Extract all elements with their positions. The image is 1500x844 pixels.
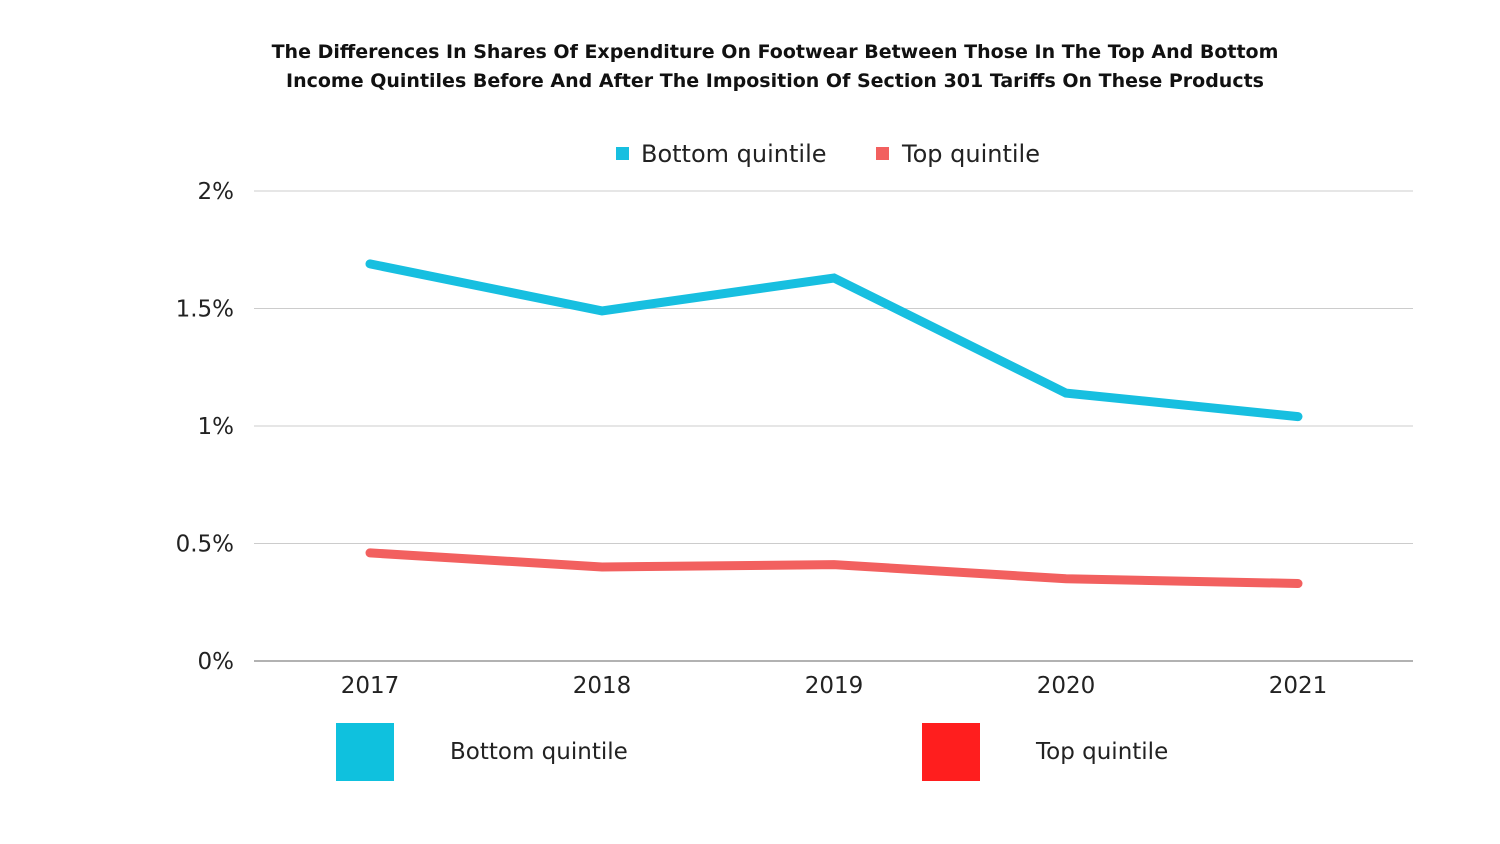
legend-swatch-bottom-quintile [616,147,629,160]
legend-bottom-item-bottom-quintile: Bottom quintile [336,722,628,782]
legend-label-top-quintile: Top quintile [901,140,1040,168]
chart-title-line-1: The Differences In Shares Of Expenditure… [271,41,1279,63]
gridlines [254,190,1413,662]
y-tick-label: 1% [198,414,235,440]
y-axis-ticks: 0% 0.5% 1% 1.5% 2% [176,179,234,675]
y-tick-label: 1.5% [176,297,234,323]
legend-bottom-label-top-quintile: Top quintile [1036,739,1169,765]
legend-bottom-swatch-top-quintile [922,723,980,781]
x-tick-label: 2017 [341,673,400,699]
y-tick-label: 2% [198,179,235,205]
x-tick-label: 2020 [1037,673,1096,699]
legend-bottom-label-bottom-quintile: Bottom quintile [450,739,628,765]
x-tick-label: 2018 [573,673,632,699]
legend-top: Bottom quintile Top quintile [616,140,1040,168]
series-line-bottom-quintile [365,259,1303,422]
chart-title-line-2: Income Quintiles Before And After The Im… [286,70,1264,92]
x-axis-ticks: 2017 2018 2019 2020 2021 [341,673,1328,699]
legend-label-bottom-quintile: Bottom quintile [641,140,827,168]
legend-bottom-item-top-quintile: Top quintile [922,722,1168,782]
series-lines [365,259,1303,588]
x-tick-label: 2021 [1269,673,1328,699]
y-tick-label: 0.5% [176,532,234,558]
chart-title: The Differences In Shares Of Expenditure… [0,38,1500,96]
y-tick-label: 0% [198,649,235,675]
legend-bottom-swatch-bottom-quintile [336,723,394,781]
legend-swatch-top-quintile [876,147,889,160]
x-tick-label: 2019 [805,673,864,699]
series-line-top-quintile [365,548,1303,588]
